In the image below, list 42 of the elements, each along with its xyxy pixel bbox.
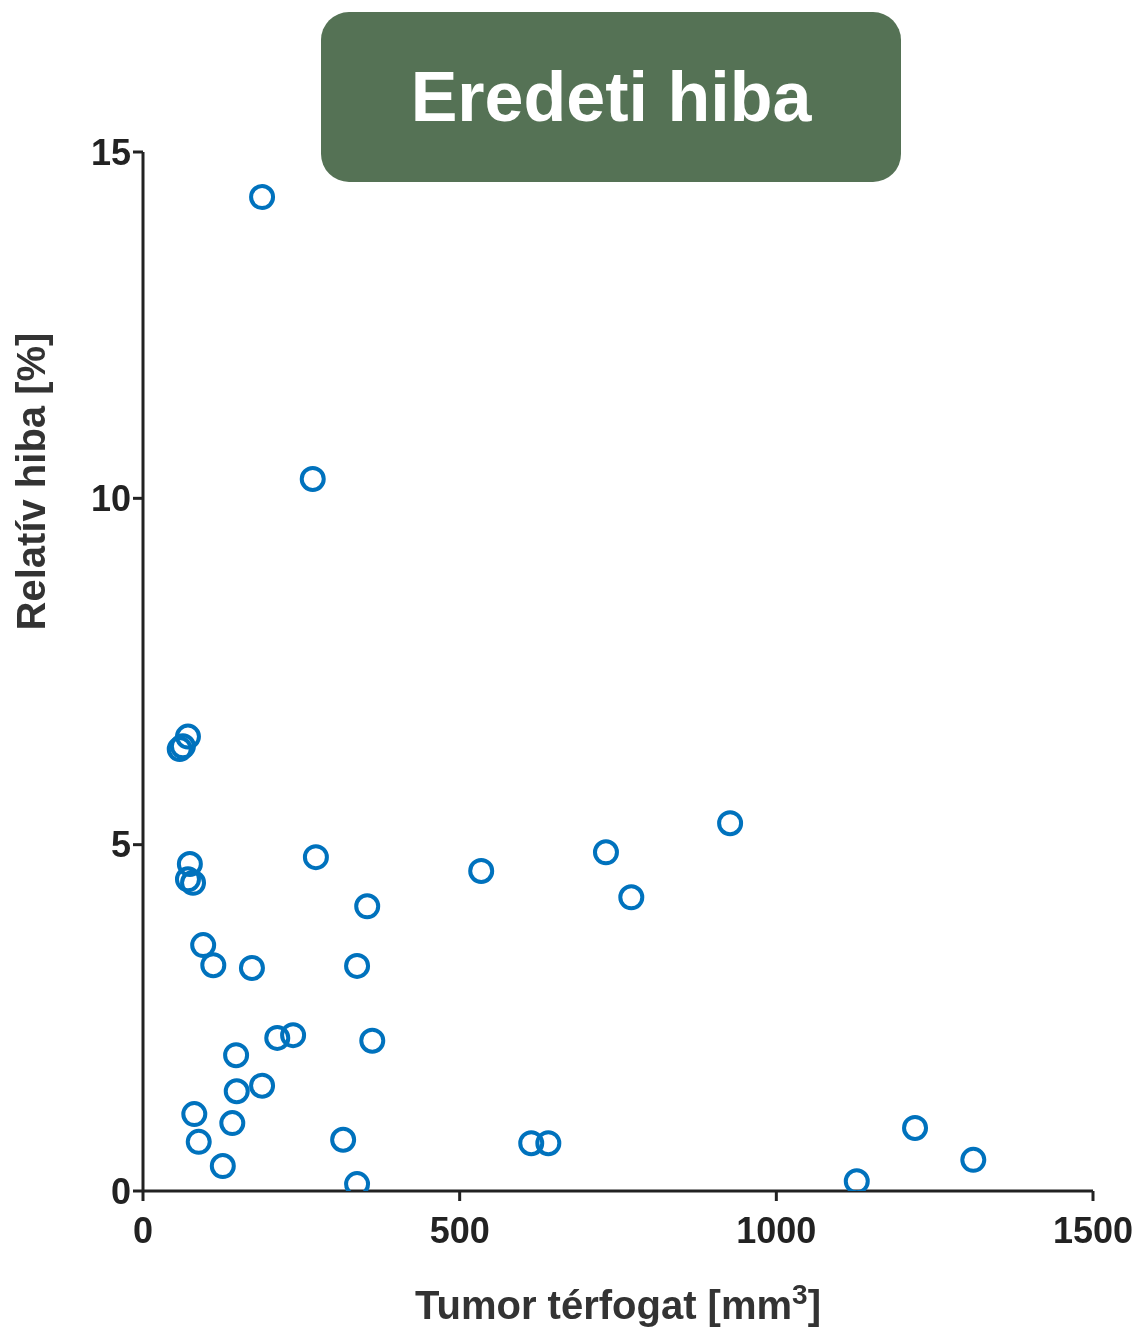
point	[223, 1078, 250, 1105]
point	[238, 954, 265, 981]
point	[280, 1022, 307, 1049]
point	[209, 1153, 236, 1180]
point	[344, 952, 371, 979]
x-tick-label: 1500	[1052, 1209, 1134, 1251]
point	[299, 465, 326, 492]
point	[592, 839, 619, 866]
y-axis-title: Relatív hiba [%]	[9, 332, 53, 631]
point	[354, 893, 381, 920]
point	[219, 1110, 246, 1137]
point	[264, 1024, 291, 1051]
point	[535, 1130, 562, 1157]
point	[960, 1146, 987, 1173]
x-tick-label: 1000	[736, 1209, 817, 1251]
x-axis-title: Tumor térfogat [mm$^{3}$]	[415, 1278, 821, 1327]
point	[717, 810, 744, 837]
y-tick-label: 15	[90, 131, 131, 173]
point	[330, 1126, 357, 1153]
point	[223, 1042, 250, 1069]
point	[200, 952, 227, 979]
point	[249, 184, 276, 211]
point	[359, 1027, 386, 1054]
point	[902, 1114, 929, 1141]
point	[185, 1128, 212, 1155]
chart-title: Eredeti hiba	[410, 57, 812, 137]
point	[618, 884, 645, 911]
x-tick-label: 500	[429, 1209, 490, 1251]
point	[468, 857, 495, 884]
point	[843, 1168, 870, 1191]
point	[190, 932, 217, 959]
y-tick-label: 10	[90, 478, 131, 520]
point	[249, 1072, 276, 1099]
point	[176, 851, 203, 878]
point	[181, 1101, 208, 1128]
y-tick-label: 5	[110, 824, 131, 866]
point	[174, 866, 201, 893]
point	[180, 869, 207, 896]
y-tick-label: 0	[110, 1170, 131, 1212]
point	[174, 723, 201, 750]
point	[302, 844, 329, 871]
point	[518, 1130, 545, 1157]
